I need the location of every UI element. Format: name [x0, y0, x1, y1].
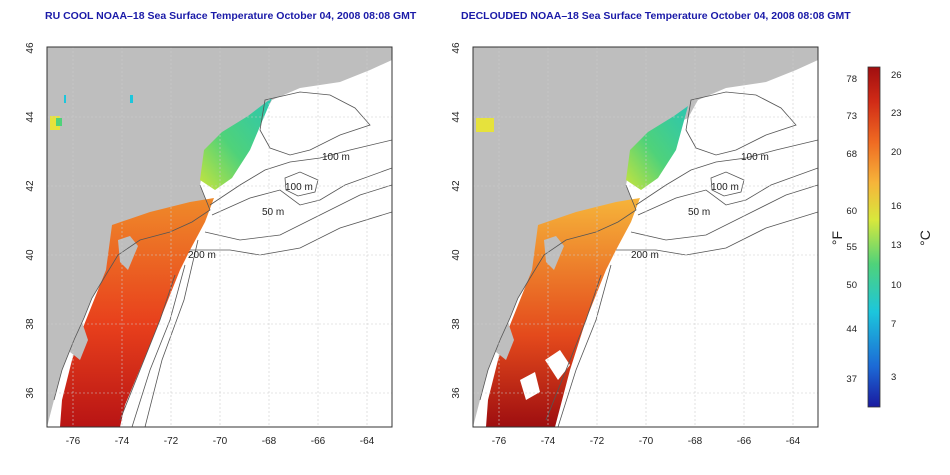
left-map-title: RU COOL NOAA–18 Sea Surface Temperature …: [45, 10, 417, 22]
c-tick-10: 10: [891, 280, 902, 291]
c-tick-13: 13: [891, 240, 902, 251]
xtick-m74: -74: [115, 436, 130, 447]
xtick-m68: -68: [688, 436, 703, 447]
ytick-40: 40: [451, 249, 462, 261]
sst-gulf-of-maine: [626, 106, 688, 190]
xtick-m70: -70: [639, 436, 654, 447]
c-tick-20: 20: [891, 147, 902, 158]
f-tick-60: 60: [846, 206, 857, 217]
contour-label-100m-a: 100 m: [741, 152, 769, 163]
ytick-46: 46: [25, 42, 36, 54]
xtick-m68: -68: [262, 436, 277, 447]
right-y-axis: 46 44 42 40 38 36: [451, 42, 462, 399]
ytick-40: 40: [25, 249, 36, 261]
f-tick-37: 37: [846, 374, 857, 385]
ytick-38: 38: [25, 318, 36, 330]
contour-label-50m: 50 m: [262, 207, 284, 218]
graticule: [47, 47, 392, 427]
graticule: [473, 47, 818, 427]
ytick-36: 36: [25, 387, 36, 399]
left-map-frame: [46, 46, 393, 428]
bathymetry-contours: [545, 91, 818, 427]
ytick-38: 38: [451, 318, 462, 330]
ytick-42: 42: [451, 180, 462, 192]
xtick-m76: -76: [492, 436, 507, 447]
xtick-m64: -64: [360, 436, 375, 447]
contour-label-200m: 200 m: [188, 250, 216, 261]
ytick-44: 44: [451, 111, 462, 123]
xtick-m72: -72: [164, 436, 179, 447]
land-mass: [473, 47, 818, 427]
celsius-ticks: 26 23 20 16 13 10 7 3: [891, 70, 902, 383]
right-x-axis: -76 -74 -72 -70 -68 -66 -64: [492, 436, 801, 447]
xtick-m64: -64: [786, 436, 801, 447]
ytick-46: 46: [451, 42, 462, 54]
left-map-panel: 100 m 100 m 50 m 200 m 46 44 42 40 38 36…: [25, 42, 393, 447]
colorbar: 78 73 68 60 55 50 44 37 26 23 20 16 13 1…: [829, 66, 933, 408]
xtick-m66: -66: [311, 436, 326, 447]
land-mass: [47, 47, 392, 427]
f-tick-50: 50: [846, 280, 857, 291]
f-tick-73: 73: [846, 111, 857, 122]
fahrenheit-ticks: 78 73 68 60 55 50 44 37: [846, 74, 857, 385]
contour-label-50m: 50 m: [688, 207, 710, 218]
c-tick-26: 26: [891, 70, 902, 81]
f-tick-55: 55: [846, 242, 857, 253]
sst-gulf-of-maine: [200, 98, 272, 190]
left-x-axis: -76 -74 -72 -70 -68 -66 -64: [66, 436, 375, 447]
colorbar-gradient: [867, 66, 881, 408]
contour-label-200m: 200 m: [631, 250, 659, 261]
ytick-42: 42: [25, 180, 36, 192]
celsius-unit-label: °C: [917, 230, 933, 246]
c-tick-3: 3: [891, 372, 896, 383]
xtick-m66: -66: [737, 436, 752, 447]
xtick-m76: -76: [66, 436, 81, 447]
contour-label-100m-b: 100 m: [711, 182, 739, 193]
c-tick-16: 16: [891, 201, 902, 212]
xtick-m72: -72: [590, 436, 605, 447]
bathymetry-contours: [119, 91, 392, 427]
f-tick-68: 68: [846, 149, 857, 160]
ytick-36: 36: [451, 387, 462, 399]
right-map-frame: [472, 46, 819, 428]
xtick-m74: -74: [541, 436, 556, 447]
fahrenheit-unit-label: °F: [829, 231, 845, 245]
ytick-44: 44: [25, 111, 36, 123]
contour-label-100m-b: 100 m: [285, 182, 313, 193]
right-map-title: DECLOUDED NOAA–18 Sea Surface Temperatur…: [461, 10, 851, 22]
contour-label-100m-a: 100 m: [322, 152, 350, 163]
left-y-axis: 46 44 42 40 38 36: [25, 42, 36, 399]
xtick-m70: -70: [213, 436, 228, 447]
right-map-panel: 100 m 100 m 50 m 200 m 46 44 42 40 38 36…: [451, 42, 819, 447]
c-tick-7: 7: [891, 319, 896, 330]
f-tick-44: 44: [846, 324, 857, 335]
f-tick-78: 78: [846, 74, 857, 85]
c-tick-23: 23: [891, 108, 902, 119]
